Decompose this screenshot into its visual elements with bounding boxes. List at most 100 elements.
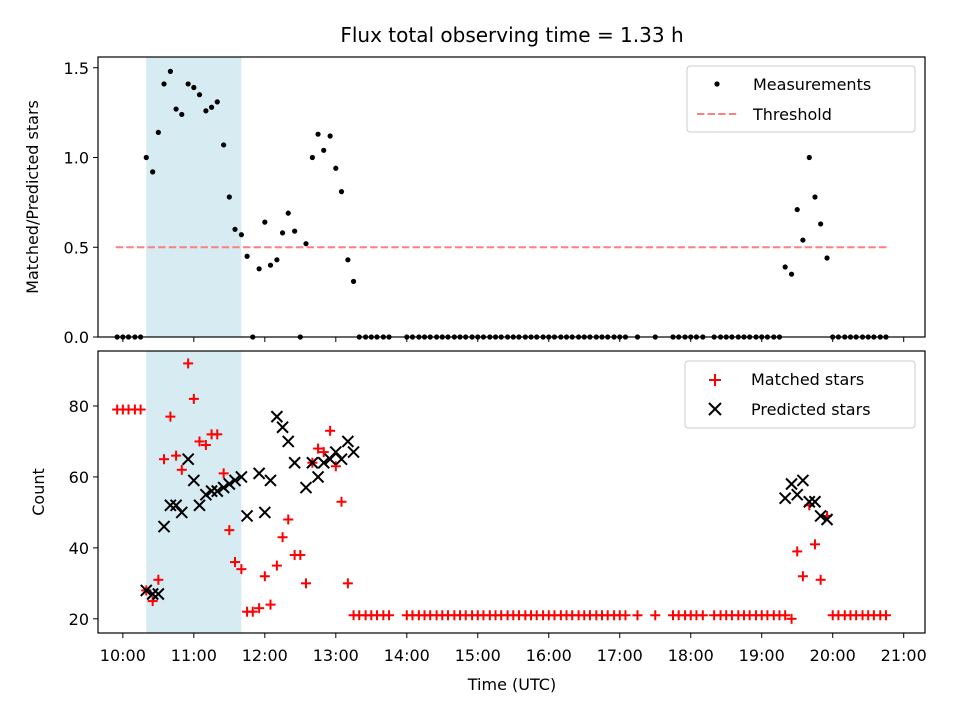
top-shaded-span xyxy=(146,57,242,337)
matched-star-point xyxy=(265,599,276,610)
measurement-point xyxy=(143,154,149,161)
predicted-star-point xyxy=(175,506,188,519)
top-ytick-label: 1.5 xyxy=(64,59,89,78)
matched-star-point xyxy=(384,610,395,621)
x-axis-label: Time (UTC) xyxy=(467,675,556,694)
matched-star-point xyxy=(254,603,265,614)
predicted-star-point xyxy=(169,499,183,512)
xtick-label: 18:00 xyxy=(668,646,714,665)
matched-star-point xyxy=(147,596,158,607)
predicted-star-point xyxy=(270,410,284,423)
measurement-point xyxy=(279,230,286,236)
matched-star-point xyxy=(295,549,306,560)
predicted-star-point xyxy=(803,495,816,508)
predicted-star-point xyxy=(276,421,289,434)
predicted-star-point xyxy=(164,499,177,512)
bottom-ytick-label: 20 xyxy=(69,610,89,629)
measurement-point xyxy=(150,169,156,175)
bottom-y-axis-label: Count xyxy=(29,468,48,516)
matched-star-point xyxy=(300,578,311,589)
measurement-point xyxy=(244,253,250,259)
predicted-star-point xyxy=(317,456,330,469)
predicted-star-point xyxy=(181,452,195,466)
matched-star-point xyxy=(271,560,282,571)
measurement-point xyxy=(256,266,262,272)
measurement-point xyxy=(226,194,232,200)
top-xticks xyxy=(122,337,905,342)
top-y-axis-label: Matched/Predicted stars xyxy=(23,100,42,294)
predicted-star-point xyxy=(341,435,355,448)
matched-star-point xyxy=(325,425,336,436)
predicted-star-point xyxy=(791,488,804,501)
matched-star-point xyxy=(330,461,341,472)
legend-matched-label: Matched stars xyxy=(751,370,864,389)
matched-star-point xyxy=(786,613,797,624)
measurement-point xyxy=(179,111,185,118)
matched-star-point xyxy=(218,468,229,479)
predicted-star-point xyxy=(282,435,295,448)
predicted-star-point xyxy=(778,492,792,505)
matched-star-point xyxy=(247,606,258,617)
predicted-star-point xyxy=(152,587,165,601)
top-panel: 0.0 0.5 1.0 1.5 Flux total observing time =… xyxy=(23,23,926,347)
matched-star-point xyxy=(797,571,808,582)
matched-star-point xyxy=(236,564,247,575)
measurement-point xyxy=(262,219,268,225)
matched-star-point xyxy=(318,447,329,458)
measurement-point xyxy=(812,194,818,200)
matched-star-point xyxy=(188,393,199,404)
top-legend: Measurements Threshold xyxy=(686,65,916,133)
predicted-star-point xyxy=(299,481,313,494)
measurement-point xyxy=(191,84,197,91)
bottom-ytick-label: 80 xyxy=(69,397,89,416)
measurement-point xyxy=(818,221,824,227)
predicted-star-point xyxy=(329,445,343,459)
predicted-star-point xyxy=(335,452,348,466)
matched-star-point xyxy=(171,450,182,461)
measurement-point xyxy=(167,68,174,74)
legend-measurements-marker xyxy=(714,81,720,87)
legend-threshold-label: Threshold xyxy=(752,105,832,124)
xtick-label: 15:00 xyxy=(455,646,501,665)
predicted-star-point xyxy=(240,509,254,523)
matched-star-point xyxy=(780,610,791,621)
matched-star-point xyxy=(153,574,164,585)
predicted-star-point xyxy=(264,474,277,487)
predicted-star-point xyxy=(808,495,822,508)
predicted-star-point xyxy=(258,506,272,519)
measurement-point xyxy=(274,257,280,263)
matched-star-point xyxy=(224,525,235,536)
matched-star-point xyxy=(200,440,211,450)
bottom-xticks: 10:00 11:00 12:00 13:00 14:00 15:00 16:00 17:00… xyxy=(100,633,927,665)
predicted-star-point xyxy=(146,587,159,601)
matched-star-point xyxy=(632,610,643,621)
xtick-label: 12:00 xyxy=(242,646,288,665)
top-legend-box xyxy=(686,65,916,133)
predicted-star-point xyxy=(193,499,206,512)
matched-star-point xyxy=(259,571,270,582)
measurement-point xyxy=(794,206,800,213)
measurement-point xyxy=(788,271,795,277)
xtick-label: 21:00 xyxy=(881,646,927,665)
bottom-ytick-label: 60 xyxy=(69,468,89,487)
measurement-point xyxy=(309,154,315,161)
predicted-star-point xyxy=(187,474,201,487)
matched-star-point xyxy=(183,358,194,369)
predicted-star-point xyxy=(814,509,827,523)
measurement-point xyxy=(232,226,238,232)
predicted-star-point xyxy=(235,470,248,484)
measurement-point xyxy=(800,237,806,243)
predicted-star-point xyxy=(306,456,319,469)
matched-star-point xyxy=(880,610,891,621)
measurement-point xyxy=(221,142,227,148)
measurement-point xyxy=(350,278,357,284)
predicted-star-point xyxy=(211,484,224,498)
matched-star-point xyxy=(342,578,353,589)
predicted-star-point xyxy=(205,484,218,498)
legend-measurements-label: Measurements xyxy=(753,75,871,94)
measurement-point xyxy=(185,81,191,87)
xtick-label: 13:00 xyxy=(313,646,359,665)
predicted-star-point xyxy=(288,456,301,469)
matched-star-point xyxy=(135,404,146,415)
